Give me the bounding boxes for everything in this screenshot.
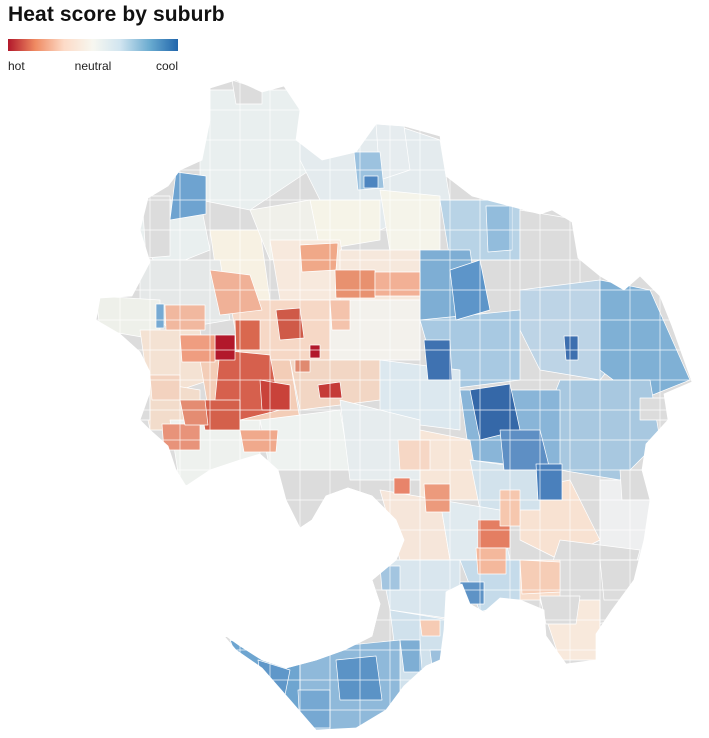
suburb-region[interactable] [519,209,581,291]
legend-gradient-bar [8,39,178,51]
suburb-region[interactable] [329,299,351,331]
suburb-region[interactable] [297,689,331,729]
color-legend: hot neutral cool [8,38,178,75]
suburb-region[interactable] [459,581,485,605]
suburb-region[interactable] [231,80,263,105]
suburb-region[interactable] [179,399,209,426]
suburb-region[interactable] [335,655,383,701]
suburb-region[interactable] [423,339,453,381]
suburb-region[interactable] [419,619,441,637]
suburb-region[interactable] [259,379,291,411]
suburb-region[interactable] [155,303,165,329]
suburb-region[interactable] [397,439,431,471]
suburb-region[interactable] [334,269,376,299]
legend-label-hot: hot [8,59,25,73]
suburb-region[interactable] [234,319,261,351]
suburb-region[interactable] [563,335,579,361]
suburb-region[interactable] [379,189,441,253]
suburb-region[interactable] [209,269,263,316]
suburb-region[interactable] [299,242,339,273]
suburb-region[interactable] [639,397,669,421]
suburb-region[interactable] [363,175,379,189]
legend-label-neutral: neutral [74,59,112,73]
suburb-region[interactable] [475,547,507,575]
suburb-region[interactable] [179,334,216,363]
suburb-region[interactable] [239,429,279,453]
suburb-region[interactable] [141,195,171,259]
suburb-region[interactable] [149,374,181,401]
legend-labels: hot neutral cool [8,59,178,75]
map-title: Heat score by suburb [8,3,225,26]
suburb-region[interactable] [164,304,206,331]
suburb-region[interactable] [214,334,236,361]
suburb-region[interactable] [139,379,151,421]
suburb-region[interactable] [374,271,421,297]
suburb-region[interactable] [393,477,411,495]
suburb-region[interactable] [485,205,513,253]
suburb-region[interactable] [294,359,311,373]
suburb-region[interactable] [275,307,305,341]
suburb-region[interactable] [399,639,423,673]
map-outline [95,79,693,731]
suburb-region[interactable] [619,469,651,501]
suburb-region[interactable] [309,344,321,359]
suburb-region[interactable] [169,171,207,221]
legend-label-cool: cool [155,59,178,73]
suburb-region[interactable] [423,483,451,513]
